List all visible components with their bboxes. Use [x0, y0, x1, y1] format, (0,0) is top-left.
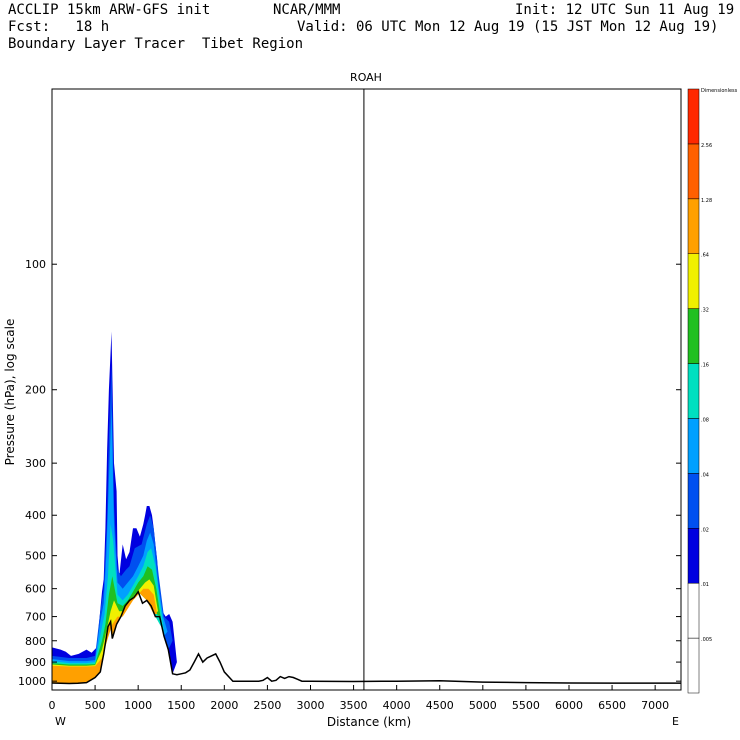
x-axis-title: Distance (km) — [327, 715, 411, 729]
tracer-region-0.32 — [52, 566, 161, 684]
tracer-region-1.28 — [52, 588, 158, 684]
chart-title: ROAH — [350, 71, 382, 84]
header-valid: Valid: 06 UTC Mon 12 Aug 19 (15 JST Mon … — [297, 19, 719, 35]
colorbar-swatch — [687, 637, 700, 694]
colorbar-label: .005 — [701, 637, 712, 643]
colorbar-label: .08 — [701, 417, 709, 423]
colorbar-swatch — [687, 582, 700, 639]
colorbar-label: 2.56 — [701, 143, 712, 149]
x-tick-label: 0 — [49, 699, 56, 712]
x-tick-label: 500 — [85, 699, 106, 712]
colorbar-swatch — [687, 88, 700, 145]
x-tick-label: 6500 — [598, 699, 626, 712]
y-tick-label: 1000 — [18, 675, 46, 688]
x-tick-label: 3500 — [340, 699, 368, 712]
x-tick-label: 1500 — [167, 699, 195, 712]
header-field: Boundary Layer Tracer Tibet Region — [8, 36, 304, 52]
colorbar-label: .16 — [701, 363, 709, 369]
x-tick-label: 5500 — [512, 699, 540, 712]
x-tick-label: 3000 — [296, 699, 324, 712]
y-tick-label: 900 — [25, 656, 46, 669]
colorbar-swatch — [687, 308, 700, 364]
x-tick-label: 4000 — [383, 699, 411, 712]
y-tick-label: 100 — [25, 258, 46, 271]
y-tick-label: 800 — [25, 635, 46, 648]
y-tick-label: 200 — [25, 384, 46, 397]
x-tick-label: 6000 — [555, 699, 583, 712]
y-tick-label: 400 — [25, 509, 46, 522]
x-tick-label: 2000 — [210, 699, 238, 712]
header-org: NCAR/MMM — [273, 2, 341, 18]
x-tick-label: 7000 — [641, 699, 669, 712]
y-tick-label: 600 — [25, 583, 46, 596]
y-tick-label: 500 — [25, 550, 46, 563]
colorbar-swatch — [687, 363, 700, 419]
y-axis-title: Pressure (hPa), log scale — [3, 319, 17, 466]
colorbar-swatch — [687, 198, 700, 254]
header-model: ACCLIP 15km ARW-GFS init — [8, 2, 211, 18]
y-tick-label: 300 — [25, 457, 46, 470]
colorbar-swatch — [687, 143, 700, 200]
colorbar-swatch — [687, 418, 700, 474]
header-init: Init: 12 UTC Sun 11 Aug 19 — [515, 2, 735, 18]
terrain-line — [51, 590, 681, 685]
colorbar-label: .64 — [701, 253, 709, 259]
colorbar-swatch — [687, 473, 700, 529]
colorbar-label: 1.28 — [701, 198, 712, 204]
colorbar-label: Dimensionless — [701, 88, 738, 94]
colorbar-swatch — [687, 528, 700, 584]
x-tick-label: 1000 — [124, 699, 152, 712]
header-forecast: Fcst: 18 h — [8, 19, 110, 35]
colorbar-label: .01 — [701, 582, 709, 588]
x-tick-label: 2500 — [253, 699, 281, 712]
x-tick-label: 5000 — [469, 699, 497, 712]
y-tick-label: 700 — [25, 611, 46, 624]
colorbar-label: .04 — [701, 472, 709, 478]
colorbar-swatch — [687, 253, 700, 309]
west-label: W — [55, 715, 66, 728]
east-label: E — [672, 715, 679, 728]
colorbar-label: .02 — [701, 527, 709, 533]
x-tick-label: 4500 — [426, 699, 454, 712]
colorbar-label: .32 — [701, 308, 709, 314]
